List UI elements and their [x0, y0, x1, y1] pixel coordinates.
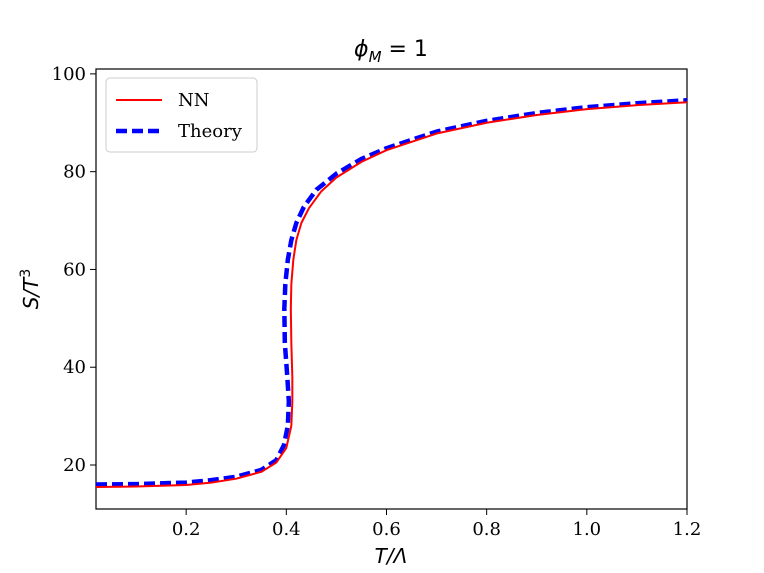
legend: NN Theory — [105, 77, 258, 153]
y-tick-label: 80 — [63, 162, 86, 183]
legend-label-theory: Theory — [178, 121, 243, 142]
x-axis: 0.2 0.4 0.6 0.8 1.0 1.2 — [172, 509, 701, 540]
x-tick-label: 0.6 — [372, 519, 401, 540]
legend-box — [105, 77, 258, 153]
y-tick-label: 40 — [63, 357, 86, 378]
y-axis-label: S/T3 — [18, 269, 43, 310]
series-line-theory — [95, 98, 688, 487]
y-tick-label: 60 — [63, 259, 86, 280]
plot-area — [95, 68, 688, 510]
chart-title: ϕM = 1 — [354, 37, 428, 66]
series-layer — [95, 98, 688, 488]
x-tick-label: 0.2 — [172, 519, 201, 540]
series-line-nn — [95, 101, 688, 488]
y-tick-label: 20 — [63, 455, 86, 476]
x-tick-label: 0.8 — [472, 519, 501, 540]
x-tick-label: 1.0 — [573, 519, 602, 540]
y-tick-label: 100 — [52, 64, 86, 85]
y-axis: 20 40 60 80 100 — [52, 64, 96, 476]
x-axis-label: T/Λ — [375, 544, 408, 568]
legend-label-nn: NN — [178, 90, 210, 111]
x-tick-label: 0.4 — [272, 519, 301, 540]
x-tick-label: 1.2 — [673, 519, 702, 540]
